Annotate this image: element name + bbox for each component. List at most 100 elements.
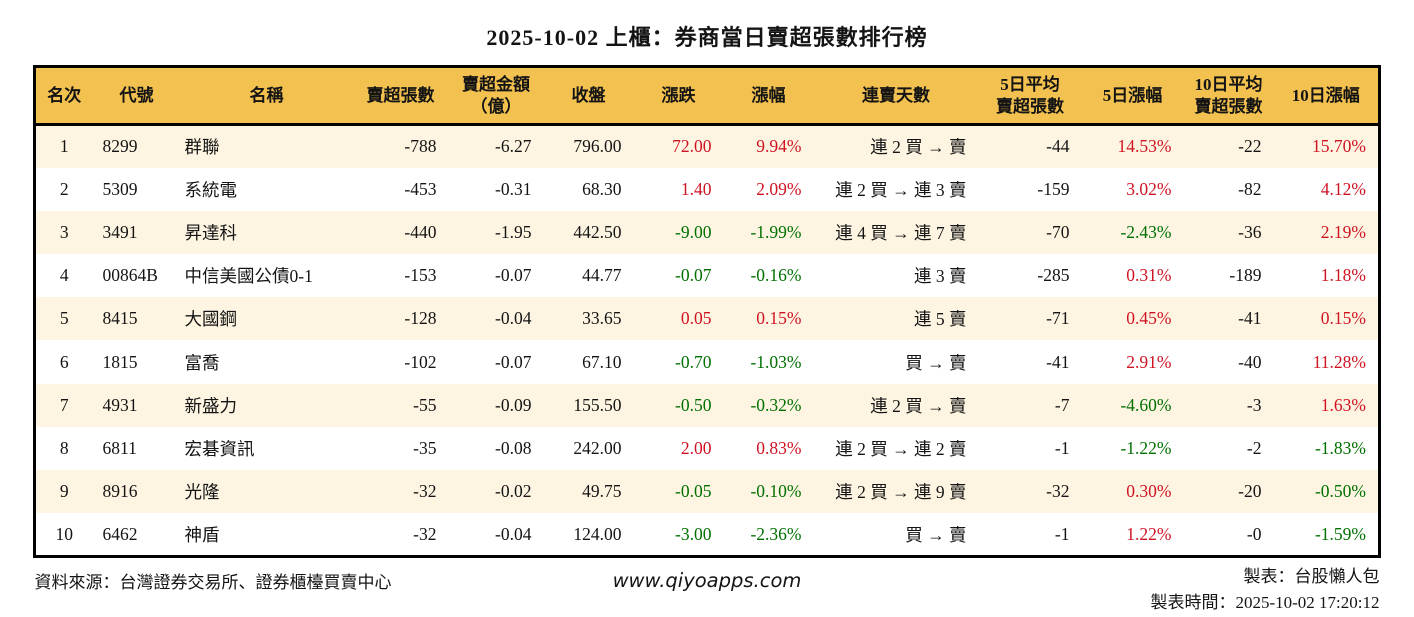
column-header: 賣超金額 （億） — [448, 66, 544, 126]
table-cell: -82 — [1238, 178, 1262, 199]
table-cell: 0.83% — [756, 437, 802, 458]
column-header: 10日平均 賣超張數 — [1183, 66, 1274, 126]
table-cell: 連 2 買 → 連 9 賣 — [835, 482, 967, 503]
table-cell: 4.12% — [1320, 178, 1366, 199]
column-header: 收盤 — [543, 66, 634, 126]
table-cell: 2.91% — [1126, 351, 1172, 372]
report-timestamp: 製表時間：2025-10-02 17:20:12 — [1150, 593, 1380, 613]
table-cell: 44.77 — [582, 265, 622, 286]
table-cell: -4.60% — [1120, 394, 1172, 415]
column-header: 連賣天數 — [813, 66, 979, 126]
table-row: 4 00864B 中信美國公債0-1 -153 -0.07 44.77 -0.07 -0.16… — [34, 254, 1380, 298]
column-header: 名次 — [34, 66, 93, 126]
table-cell: 2.19% — [1320, 221, 1366, 242]
column-header: 名稱 — [180, 66, 353, 126]
table-cell: -3 — [1246, 394, 1262, 415]
table-cell: -44 — [1046, 136, 1070, 157]
column-header: 賣超張數 — [352, 66, 449, 126]
table-cell: 6811 — [102, 437, 137, 458]
table-cell: 富喬 — [184, 352, 220, 373]
table-cell: -70 — [1046, 221, 1070, 242]
table-cell: -0.70 — [675, 351, 712, 372]
table-cell: 442.50 — [573, 221, 622, 242]
table-cell: -35 — [413, 437, 437, 458]
table-cell: -0.31 — [495, 178, 532, 199]
table-cell: 0.45% — [1126, 308, 1172, 329]
table-cell: 72.00 — [672, 136, 712, 157]
table-cell: -0.08 — [495, 437, 532, 458]
table-cell: 連 2 買 → 賣 — [870, 395, 967, 416]
table-cell: -0.04 — [495, 523, 532, 544]
table-cell: 8916 — [102, 481, 138, 502]
table-cell: -1.95 — [495, 221, 532, 242]
table-cell: 10 — [55, 523, 74, 544]
ranking-table: 名次 代號 名稱 賣超張數 賣超金額 （億） 收盤 漲跌 漲幅 連賣天數 5日平均 賣超張數 5日漲… — [33, 65, 1381, 558]
table-cell: -6.27 — [495, 136, 532, 157]
table-cell: -0.05 — [675, 481, 712, 502]
table-cell: 連 2 買 → 賣 — [870, 137, 967, 158]
table-cell: -0.16% — [750, 265, 802, 286]
table-cell: 1.18% — [1320, 265, 1366, 286]
footer: 資料來源：台灣證券交易所、證券櫃檯買賣中心 www.qiyoapps.com 製… — [35, 564, 1380, 617]
credits-block: 製表：台股懶人包 製表時間：2025-10-02 17:20:12 — [801, 564, 1379, 617]
table-cell: -0.07 — [495, 351, 532, 372]
table-row: 7 4931 新盛力 -55 -0.09 155.50 -0.50 -0.32% 連 2 買 →… — [34, 383, 1380, 427]
table-cell: 4931 — [102, 394, 138, 415]
table-cell: 1.40 — [680, 178, 712, 199]
table-cell: 買 → 賣 — [905, 524, 967, 545]
table-cell: 1815 — [102, 351, 138, 372]
table-cell: 連 3 賣 — [914, 266, 967, 287]
table-cell: 2.00 — [680, 437, 712, 458]
table-row: 5 8415 大國鋼 -128 -0.04 33.65 0.05 0.15% 連 5 賣 -71 0… — [34, 297, 1380, 341]
table-cell: -55 — [413, 394, 437, 415]
table-cell: -22 — [1238, 136, 1262, 157]
table-cell: -0.07 — [675, 265, 712, 286]
table-cell: -2 — [1246, 437, 1262, 458]
table-row: 3 3491 昇達科 -440 -1.95 442.50 -9.00 -1.99% 連 4 買 … — [34, 210, 1380, 255]
table-cell: 5 — [59, 308, 69, 329]
maker-label: 製表：台股懶人包 — [1243, 566, 1380, 586]
data-source-note: 資料來源：台灣證券交易所、證券櫃檯買賣中心 — [34, 572, 392, 592]
table-row: 9 8916 光隆 -32 -0.02 49.75 -0.05 -0.10% 連 2 買 → 連… — [34, 470, 1380, 514]
table-cell: 5309 — [102, 178, 138, 199]
table-cell: 系統電 — [184, 179, 238, 200]
website-watermark: www.qiyoapps.com — [612, 568, 802, 592]
page-title: 2025-10-02 上櫃：券商當日賣超張數排行榜 — [486, 25, 928, 50]
table-cell: -0 — [1246, 523, 1262, 544]
table-cell: 0.30% — [1126, 481, 1172, 502]
table-cell: 連 5 賣 — [914, 309, 967, 330]
table-cell: -20 — [1238, 481, 1262, 502]
table-cell: -41 — [1046, 351, 1070, 372]
table-cell: 6 — [59, 351, 69, 372]
table-cell: 6462 — [102, 523, 138, 544]
table-cell: -159 — [1037, 178, 1070, 199]
table-cell: -40 — [1238, 351, 1262, 372]
column-header: 10日漲幅 — [1273, 66, 1380, 126]
table-cell: 11.28% — [1312, 351, 1366, 372]
table-cell: -7 — [1054, 394, 1070, 415]
table-cell: 連 2 買 → 連 3 賣 — [835, 179, 967, 200]
table-cell: -36 — [1238, 221, 1262, 242]
table-cell: -440 — [404, 221, 437, 242]
table-cell: 242.00 — [573, 437, 622, 458]
table-cell: 4 — [59, 265, 69, 286]
table-cell: -189 — [1229, 265, 1262, 286]
table-cell: -41 — [1238, 308, 1262, 329]
column-header: 漲幅 — [723, 66, 814, 126]
table-cell: -0.10% — [750, 481, 802, 502]
column-header: 5日平均 賣超張數 — [978, 66, 1082, 126]
table-cell: 0.15% — [756, 308, 802, 329]
table-cell: -285 — [1037, 265, 1070, 286]
table-cell: 49.75 — [582, 481, 622, 502]
table-cell: 67.10 — [582, 351, 622, 372]
table-cell: -9.00 — [675, 221, 712, 242]
table-row: 2 5309 系統電 -453 -0.31 68.30 1.40 2.09% 連 2 買 → 連… — [34, 167, 1380, 211]
table-cell: 68.30 — [582, 178, 622, 199]
table-cell: -2.43% — [1120, 221, 1172, 242]
table-cell: 2 — [59, 178, 69, 199]
table-cell: 1.22% — [1126, 523, 1172, 544]
table-cell: 155.50 — [573, 394, 622, 415]
table-header: 名次 代號 名稱 賣超張數 賣超金額 （億） 收盤 漲跌 漲幅 連賣天數 5日平均 賣超張數 5日漲… — [34, 66, 1380, 126]
table-cell: 9.94% — [756, 136, 802, 157]
